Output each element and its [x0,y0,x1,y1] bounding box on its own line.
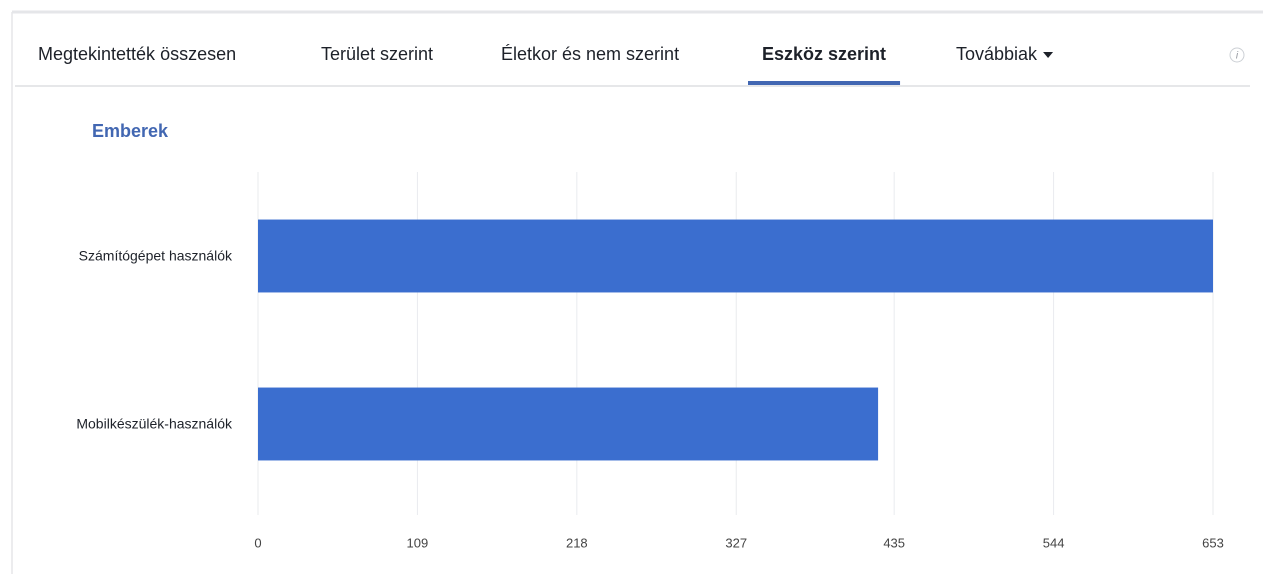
x-tick-label: 218 [566,535,588,550]
x-tick-label: 327 [725,535,747,550]
x-tick-label: 653 [1202,535,1224,550]
tab[interactable]: Eszköz szerint [762,44,886,64]
y-tick-label: Mobilkészülék-használók [76,416,233,432]
chart-title: Emberek [92,121,169,141]
tab[interactable]: Megtekintették összesen [38,44,236,64]
x-tick-label: 435 [883,535,905,550]
tab-underline [748,81,901,85]
y-tick-label: Számítógépet használók [79,248,233,264]
info-icon[interactable]: i [1236,51,1239,62]
tab[interactable]: Terület szerint [321,44,433,64]
tab[interactable]: Továbbiak [956,44,1038,64]
tab[interactable]: Életkor és nem szerint [501,44,679,64]
dropdown-caret[interactable] [1043,52,1054,58]
bar [258,219,1213,293]
info-icon-circle[interactable] [1229,47,1245,63]
bar [258,387,879,461]
x-tick-label: 0 [254,535,261,550]
x-tick-label: 109 [407,535,429,550]
x-tick-label: 544 [1043,535,1065,550]
